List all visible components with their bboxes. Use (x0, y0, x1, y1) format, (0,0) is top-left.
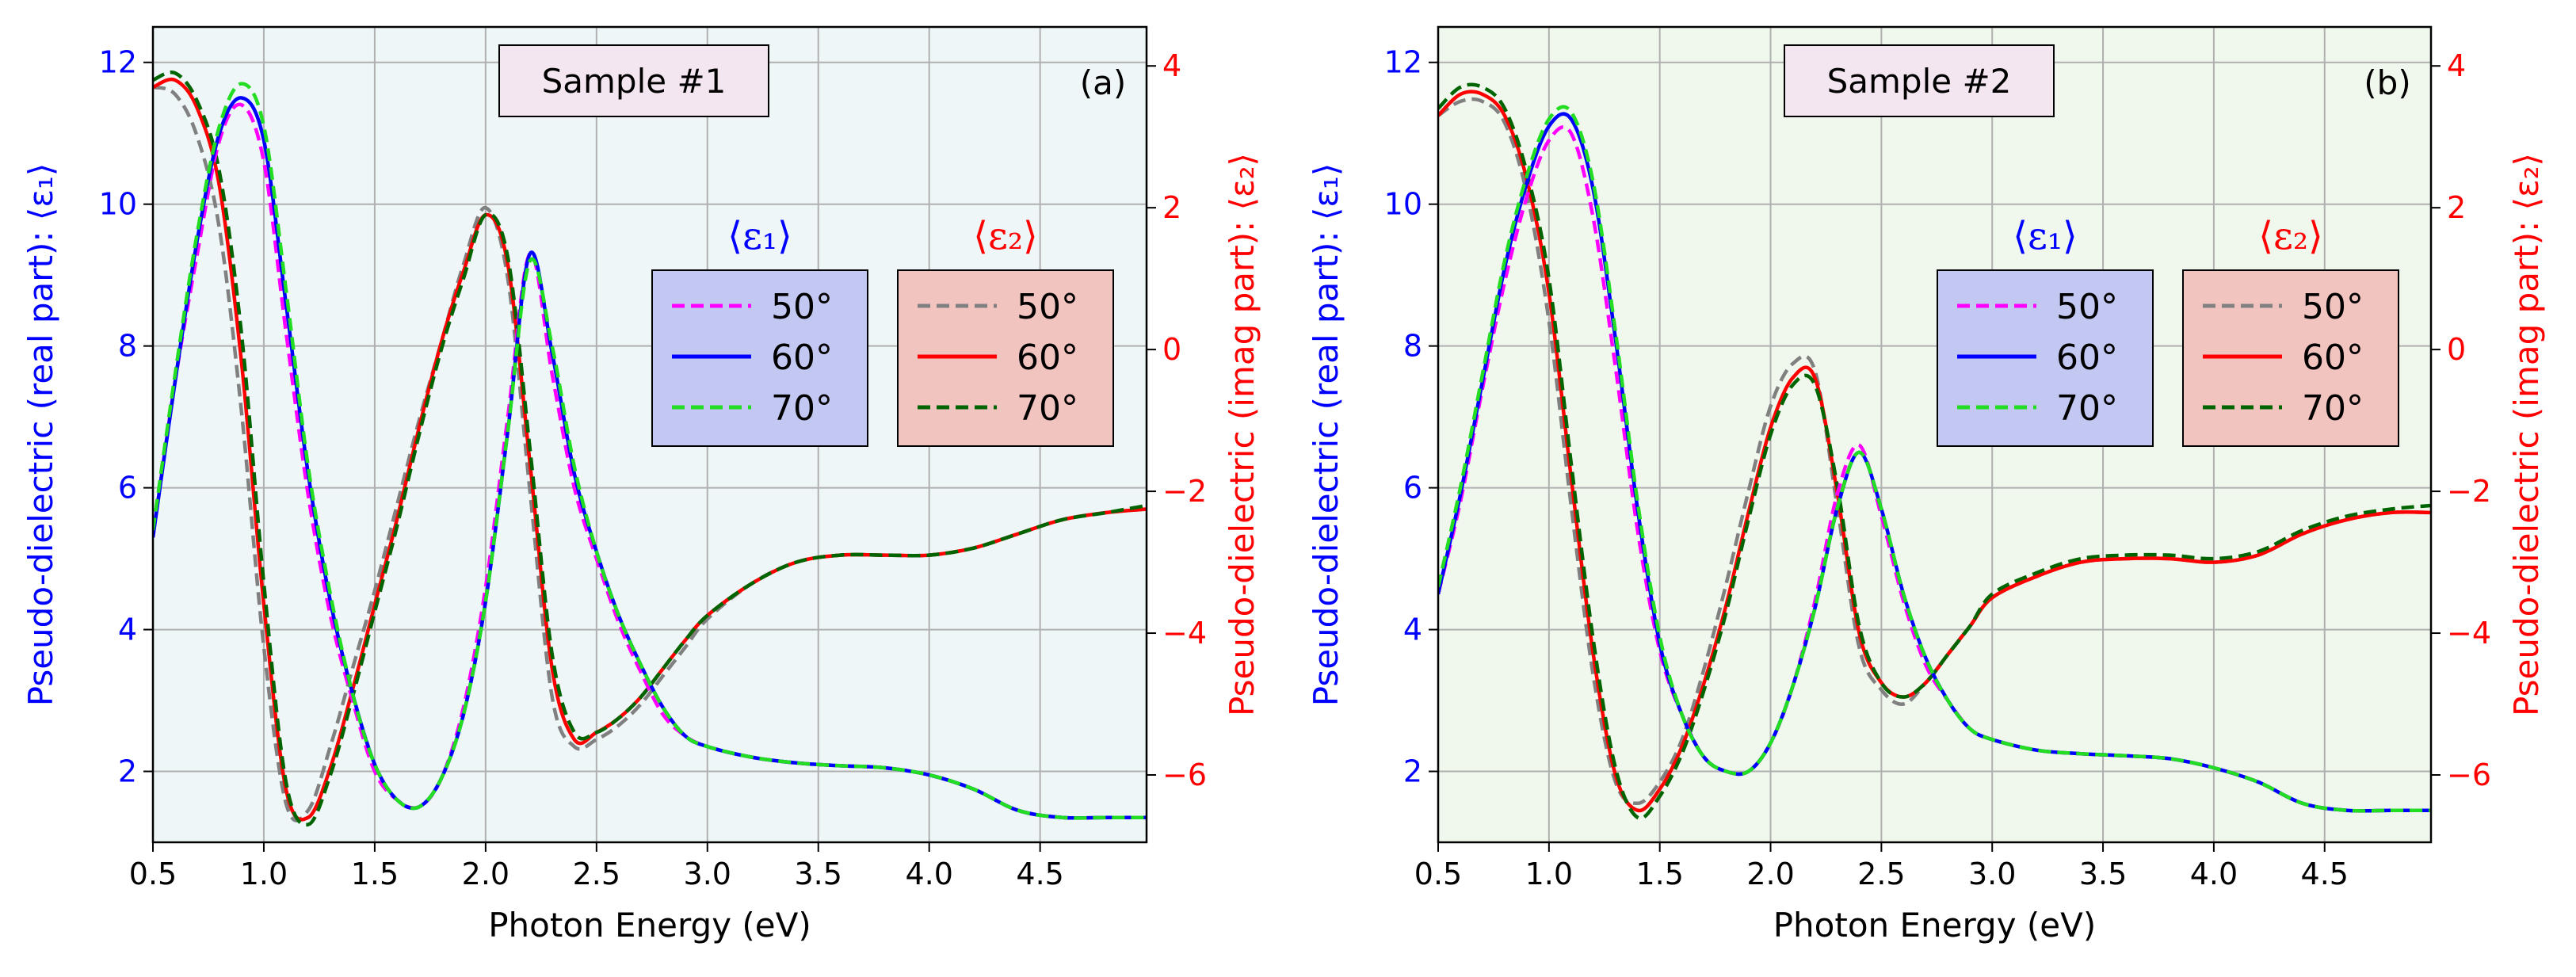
legend-e2: ⟨ε₂⟩ 50° 60° 70° (2182, 214, 2399, 447)
x-tick-label: 0.5 (129, 857, 177, 891)
y-left-tick-label: 10 (99, 187, 137, 222)
x-tick-label: 2.0 (1746, 857, 1794, 891)
x-tick-label: 3.5 (2079, 857, 2127, 891)
y-right-tick-label: 4 (2447, 48, 2466, 83)
legend-title: ⟨ε₂⟩ (2258, 214, 2323, 258)
series-group (153, 70, 1147, 827)
legend-e2: ⟨ε₂⟩ 50° 60° 70° (897, 214, 1114, 447)
legend-title: ⟨ε₁⟩ (727, 214, 792, 258)
x-tick-label: 1.0 (240, 857, 288, 891)
x-tick-label: 0.5 (1414, 857, 1462, 891)
y-left-tick-label: 6 (118, 471, 137, 506)
sample-label-box (1784, 44, 2055, 117)
plot-frame (1437, 25, 2433, 844)
plot-frame (151, 25, 1148, 844)
series-line-e2-5 (153, 70, 1147, 827)
y-right-tick-label: 2 (2447, 190, 2466, 225)
y-left-tick-label: 12 (99, 45, 137, 80)
y-right-tick-label: −6 (2447, 758, 2491, 792)
y-left-tick-label: 6 (1403, 471, 1422, 506)
legend-title: ⟨ε₂⟩ (973, 214, 1038, 258)
y-left-tick-label: 2 (118, 754, 137, 789)
x-tick-label: 3.0 (1968, 857, 2016, 891)
x-tick-label: 4.0 (905, 857, 952, 891)
y-left-axis-label: Pseudo-dielectric (real part): ⟨ε₁⟩ (21, 163, 60, 707)
legend-item-label: 50° (2056, 287, 2118, 327)
x-tick-label: 2.5 (573, 857, 620, 891)
series-line-e1-2 (1438, 105, 2431, 813)
x-tick-label: 3.5 (795, 857, 842, 891)
x-tick-label: 1.0 (1525, 857, 1573, 891)
series-line-e2-4 (1438, 90, 2431, 813)
y-left-tick-label: 12 (1384, 45, 1422, 80)
legend-item-label: 70° (2302, 388, 2364, 429)
x-axis-label: Photon Energy (eV) (1773, 906, 2097, 945)
y-right-tick-label: −4 (1162, 616, 1207, 651)
y-right-axis-label: Pseudo-dielectric (imag part): ⟨ε₂⟩ (2507, 153, 2546, 716)
legend-item-label: 60° (2302, 338, 2364, 378)
y-right-tick-label: 2 (1162, 190, 1181, 225)
x-tick-label: 3.0 (684, 857, 731, 891)
sample-label: Sample #2 (1827, 62, 2012, 101)
x-axis-label: Photon Energy (eV) (488, 906, 811, 945)
y-right-tick-label: 0 (1162, 332, 1181, 367)
legend-item-label: 70° (1017, 388, 1078, 429)
y-left-tick-label: 4 (1403, 613, 1422, 647)
x-tick-label: 4.0 (2190, 857, 2238, 891)
x-tick-label: 1.5 (351, 857, 399, 891)
x-tick-label: 1.5 (1635, 857, 1683, 891)
series-group (1438, 82, 2431, 820)
series-line-e1-1 (1438, 112, 2431, 813)
y-left-tick-label: 10 (1384, 187, 1422, 222)
legend-item-label: 50° (1017, 287, 1078, 327)
legend-title: ⟨ε₁⟩ (2013, 214, 2078, 258)
legend-e1: ⟨ε₁⟩ 50° 60° 70° (651, 214, 868, 447)
legend-item-label: 70° (771, 388, 833, 429)
legend-item-label: 50° (2302, 287, 2364, 327)
x-tick-label: 2.5 (1857, 857, 1905, 891)
legend-e1: ⟨ε₁⟩ 50° 60° 70° (1937, 214, 2154, 447)
panel-2: 0.5 1.0 1.5 2.0 2.5 3.0 3.5 4.0 4.5 2 4 6 8 10 12 −6 −4 −… (1307, 25, 2546, 945)
y-right-tick-label: −2 (1162, 474, 1207, 509)
x-tick-label: 2.0 (462, 857, 509, 891)
legend-item-label: 70° (2056, 388, 2118, 429)
panel-1: 0.5 1.0 1.5 2.0 2.5 3.0 3.5 4.0 4.5 2 4 6 8 10 12 −6 −4 −… (21, 25, 1261, 945)
y-left-tick-label: 8 (1403, 329, 1422, 364)
x-tick-label: 4.5 (2301, 857, 2349, 891)
series-line-e1-2 (153, 82, 1147, 820)
y-right-tick-label: −2 (2447, 474, 2491, 509)
sample-label: Sample #1 (542, 62, 727, 101)
y-left-tick-label: 2 (1403, 754, 1422, 789)
y-left-tick-label: 8 (118, 329, 137, 364)
panel-letter: (b) (2364, 63, 2410, 102)
series-line-e2-3 (1438, 97, 2431, 806)
y-right-tick-label: 4 (1162, 48, 1181, 83)
legend-item-label: 60° (771, 338, 833, 378)
legend-item-label: 60° (1017, 338, 1078, 378)
y-left-tick-label: 4 (118, 613, 137, 647)
y-right-tick-label: 0 (2447, 332, 2466, 367)
legend-item-label: 50° (771, 287, 833, 327)
x-tick-label: 4.5 (1016, 857, 1063, 891)
legend-item-label: 60° (2056, 338, 2118, 378)
y-right-tick-label: −6 (1162, 758, 1207, 792)
sample-label-box (498, 44, 769, 117)
y-right-axis-label: Pseudo-dielectric (imag part): ⟨ε₂⟩ (1223, 153, 1261, 716)
y-right-tick-label: −4 (2447, 616, 2491, 651)
series-line-e2-5 (1438, 82, 2431, 820)
y-left-axis-label: Pseudo-dielectric (real part): ⟨ε₁⟩ (1307, 163, 1345, 707)
panel-letter: (a) (1080, 63, 1127, 102)
